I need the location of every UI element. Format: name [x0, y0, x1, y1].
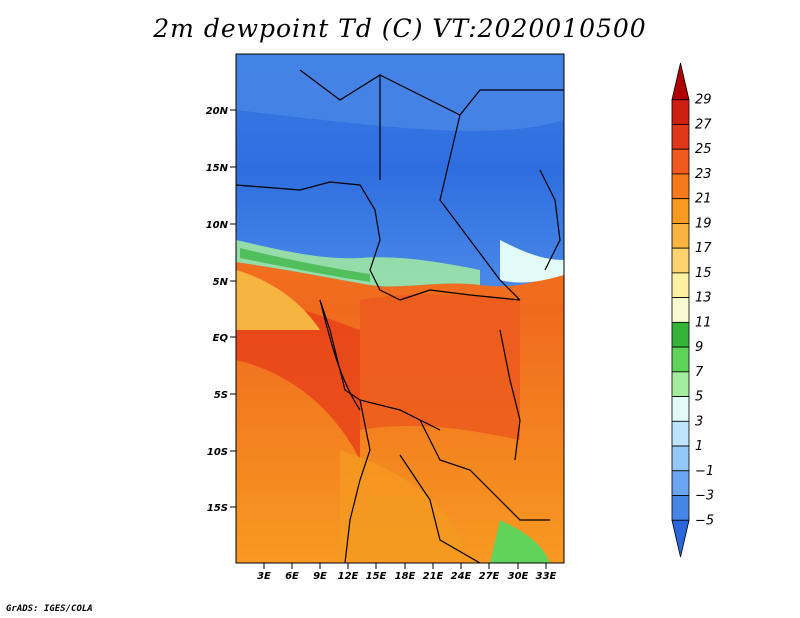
lon-tick-label: 3E [257, 571, 271, 582]
lat-tick-label: 5N [213, 277, 229, 288]
colorbar-swatch [671, 124, 690, 150]
latitude-axis: 20N 15N 10N 5N EQ 5S 10S 15S [206, 106, 236, 514]
lon-tick-label: 6E [285, 571, 299, 582]
colorbar: 29 27 25 23 21 19 17 15 13 11 9 7 5 3 1 −1 −3 −5 [671, 62, 714, 558]
colorbar-swatch [671, 173, 690, 200]
colorbar-swatch [671, 247, 690, 274]
colorbar-swatch [671, 445, 690, 472]
credit-text: GrADS: IGES/COLA [6, 604, 93, 614]
lon-tick-label: 33E [536, 571, 557, 582]
lon-tick-label: 21E [423, 571, 444, 582]
lat-tick-label: 15N [206, 163, 229, 174]
colorbar-swatch [671, 495, 690, 521]
lon-tick-label: 18E [395, 571, 416, 582]
colorbar-swatch [671, 519, 690, 558]
colorbar-label: 23 [695, 167, 712, 182]
map-title: 2m dewpoint Td (C) VT:2020010500 [153, 14, 647, 43]
colorbar-label: 27 [695, 117, 712, 132]
lat-tick-label: 10N [206, 220, 229, 231]
lat-tick-label: 15S [207, 503, 228, 514]
colorbar-label: 21 [695, 192, 712, 207]
colorbar-label: 9 [695, 340, 703, 355]
lon-tick-label: 15E [366, 571, 387, 582]
colorbar-label: 3 [695, 414, 703, 429]
colorbar-swatch [671, 346, 690, 373]
colorbar-swatch [671, 272, 690, 299]
colorbar-swatch [671, 148, 690, 175]
colorbar-label: 15 [695, 266, 712, 281]
colorbar-swatch [671, 470, 690, 496]
colorbar-label: 17 [695, 241, 712, 256]
lon-tick-label: 9E [313, 571, 327, 582]
colorbar-label: 19 [695, 216, 712, 231]
lon-tick-label: 12E [338, 571, 359, 582]
lat-tick-label: 5S [214, 390, 228, 401]
colorbar-label: 1 [695, 439, 703, 454]
colorbar-swatch [671, 223, 690, 249]
colorbar-label: −5 [695, 513, 714, 528]
colorbar-swatch [671, 297, 690, 323]
colorbar-label: 7 [695, 365, 704, 380]
colorbar-swatch [671, 99, 690, 125]
lat-tick-label: EQ [213, 333, 229, 344]
dewpoint-field [236, 54, 564, 563]
colorbar-swatch [671, 420, 690, 447]
colorbar-label: 13 [695, 291, 712, 306]
lat-tick-label: 20N [206, 106, 229, 117]
colorbar-swatch [671, 371, 690, 397]
colorbar-label: −1 [695, 464, 714, 479]
colorbar-label: −3 [695, 489, 714, 504]
colorbar-swatch [671, 198, 690, 224]
lon-tick-label: 27E [479, 571, 500, 582]
map-frame [235, 53, 565, 564]
lon-tick-label: 24E [451, 571, 472, 582]
colorbar-swatch [671, 321, 690, 348]
colorbar-label: 29 [695, 93, 712, 108]
colorbar-swatch [671, 62, 690, 101]
colorbar-swatch [671, 396, 690, 422]
lat-tick-label: 10S [207, 447, 228, 458]
colorbar-label: 5 [695, 390, 703, 405]
longitude-axis: 3E 6E 9E 12E 15E 18E 21E 24E 27E 30E 33E [257, 563, 557, 582]
lon-tick-label: 30E [508, 571, 529, 582]
colorbar-label: 11 [695, 315, 712, 330]
colorbar-label: 25 [695, 142, 712, 157]
